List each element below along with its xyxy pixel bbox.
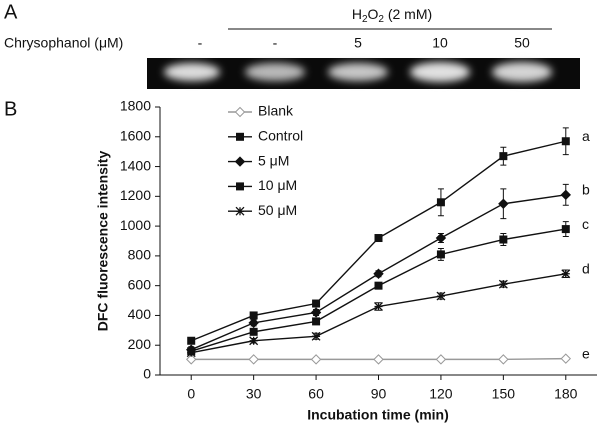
y-tick-label: 1400 bbox=[120, 157, 151, 173]
x-tick-label: 60 bbox=[308, 386, 324, 402]
legend-label: 50 μM bbox=[258, 202, 297, 218]
lane-label: - bbox=[273, 35, 278, 51]
gel-image bbox=[147, 58, 580, 89]
marker bbox=[248, 354, 259, 365]
marker bbox=[187, 336, 196, 345]
marker bbox=[436, 198, 445, 207]
x-tick-label: 150 bbox=[492, 386, 516, 402]
marker bbox=[310, 354, 322, 365]
marker bbox=[310, 307, 322, 318]
marker bbox=[499, 235, 508, 244]
legend-marker bbox=[236, 182, 244, 191]
marker bbox=[312, 299, 321, 308]
gel-band bbox=[410, 62, 470, 82]
marker bbox=[374, 302, 383, 311]
legend-label: 5 μM bbox=[258, 152, 289, 168]
marker bbox=[436, 291, 446, 301]
marker bbox=[561, 225, 570, 234]
marker bbox=[498, 198, 509, 209]
lane-label: - bbox=[198, 35, 203, 51]
marker bbox=[374, 281, 383, 290]
marker bbox=[249, 327, 258, 336]
x-tick-label: 180 bbox=[554, 386, 578, 402]
legend-marker bbox=[234, 156, 246, 167]
legend-label: Blank bbox=[258, 103, 294, 119]
group-letter: c bbox=[582, 216, 589, 232]
marker bbox=[373, 268, 384, 279]
marker bbox=[312, 317, 321, 326]
gel-band bbox=[245, 63, 305, 81]
marker bbox=[249, 311, 258, 320]
marker bbox=[249, 336, 259, 346]
x-tick-label: 120 bbox=[429, 386, 453, 402]
legend-marker bbox=[235, 206, 245, 216]
row-label: Chrysophanol (μM) bbox=[4, 35, 123, 51]
gel-band bbox=[328, 63, 388, 81]
y-tick-label: 600 bbox=[128, 276, 152, 292]
y-tick-label: 1000 bbox=[120, 217, 151, 233]
y-axis-title: DFC fluorescence intensity bbox=[95, 151, 111, 332]
marker bbox=[560, 353, 571, 364]
panel-label: B bbox=[4, 98, 17, 120]
lane-label: 10 bbox=[432, 35, 448, 51]
y-tick-label: 0 bbox=[143, 366, 151, 382]
y-tick-label: 800 bbox=[128, 247, 152, 263]
marker bbox=[373, 354, 384, 365]
marker bbox=[435, 354, 447, 365]
marker bbox=[560, 189, 571, 201]
plot-area: 0 200 400 600 800 1000 1200 1400 1600 1800 0 30 60 90… bbox=[120, 98, 590, 402]
marker bbox=[561, 137, 570, 146]
marker bbox=[248, 317, 259, 329]
series-line bbox=[191, 228, 566, 352]
y-tick-label: 1600 bbox=[120, 127, 151, 143]
group-letter: d bbox=[582, 260, 590, 276]
marker bbox=[311, 331, 321, 341]
y-tick-label: 1800 bbox=[120, 98, 151, 114]
treatment-text: (2 mM) bbox=[384, 6, 432, 22]
treatment-subscript: 2 bbox=[378, 14, 384, 25]
marker bbox=[561, 269, 571, 279]
y-tick-label: 1200 bbox=[120, 187, 151, 203]
gel-band bbox=[492, 62, 552, 82]
legend-marker bbox=[236, 132, 244, 141]
x-tick-label: 90 bbox=[371, 386, 387, 402]
treatment-subscript: 2 bbox=[362, 14, 368, 25]
marker bbox=[498, 279, 508, 289]
marker bbox=[435, 232, 447, 244]
legend-label: Control bbox=[258, 128, 303, 144]
lane-label: 50 bbox=[514, 35, 530, 51]
legend-label: 10 μM bbox=[258, 177, 297, 193]
marker bbox=[186, 354, 197, 365]
treatment-text: O bbox=[368, 6, 379, 22]
treatment-text: H bbox=[352, 6, 362, 22]
gel-bands bbox=[164, 62, 552, 82]
legend: Blank Control 5 μM 10 μM 50 μM bbox=[228, 103, 303, 218]
marker bbox=[186, 348, 196, 358]
group-letter: e bbox=[582, 345, 590, 361]
y-tick-label: 400 bbox=[128, 306, 152, 322]
group-letter: b bbox=[582, 182, 590, 198]
group-letter: a bbox=[582, 128, 590, 144]
marker bbox=[436, 250, 445, 259]
y-tick-label: 200 bbox=[128, 336, 152, 352]
lane-label: 5 bbox=[354, 35, 362, 51]
gel-band bbox=[164, 63, 220, 81]
treatment-label: H2O2 (2 mM) bbox=[352, 6, 432, 25]
x-axis-title: Incubation time (min) bbox=[307, 407, 449, 423]
marker bbox=[499, 152, 508, 161]
x-tick-label: 0 bbox=[187, 386, 195, 402]
x-tick-label: 30 bbox=[246, 386, 262, 402]
lane-labels: - - 5 10 50 bbox=[198, 35, 530, 51]
marker bbox=[374, 234, 383, 243]
marker bbox=[498, 354, 509, 365]
legend-marker bbox=[234, 106, 246, 118]
panel-label: A bbox=[4, 1, 18, 23]
